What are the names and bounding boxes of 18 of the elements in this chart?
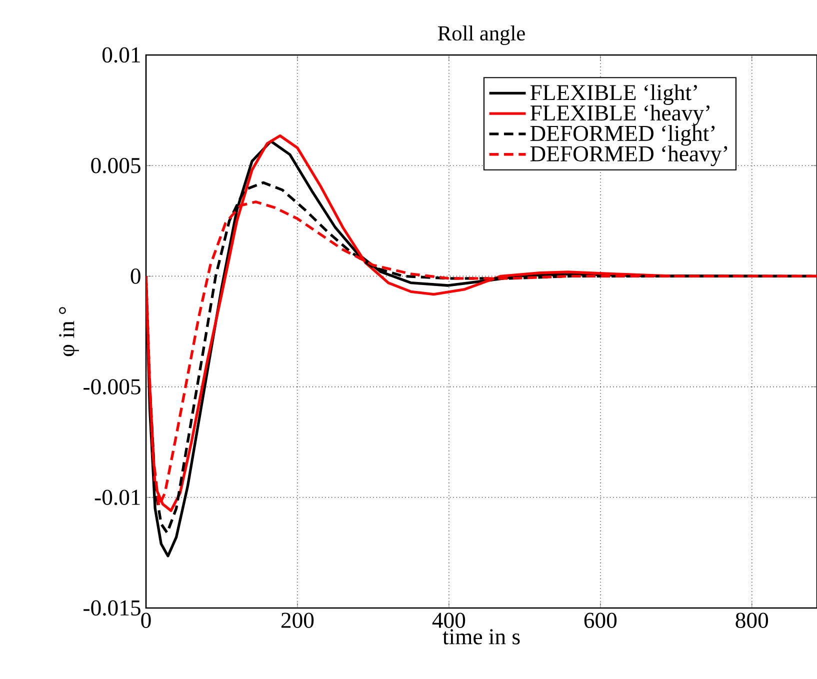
- y-tick-label: -0.005: [84, 379, 140, 394]
- y-axis-title: φ in °: [59, 307, 79, 356]
- y-tick-label: 0.01: [102, 47, 140, 63]
- legend-label: DEFORMED ‘heavy’: [530, 146, 728, 166]
- legend-label: FLEXIBLE ‘light’: [530, 84, 697, 105]
- legend-label: DEFORMED ‘light’: [530, 125, 715, 146]
- chart-title: Roll angle: [438, 26, 525, 45]
- y-tick-label: 0: [130, 268, 140, 284]
- x-axis-title: time in s: [442, 629, 520, 644]
- legend-label: FLEXIBLE ‘heavy’: [530, 104, 710, 126]
- x-tick-label: 800: [736, 612, 768, 628]
- x-tick-label: 600: [584, 612, 617, 628]
- x-tick-label: 400: [432, 612, 466, 628]
- y-tick-label: 0.005: [91, 158, 140, 174]
- y-tick-label: -0.015: [84, 600, 140, 616]
- y-tick-label: -0.01: [94, 490, 140, 506]
- x-tick-label: 200: [281, 612, 314, 628]
- x-tick-label: 0: [141, 612, 151, 628]
